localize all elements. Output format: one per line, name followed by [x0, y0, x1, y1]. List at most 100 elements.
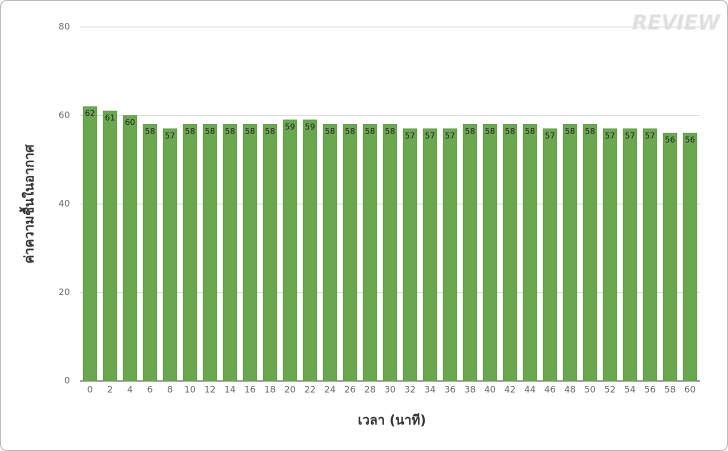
data-label: 58	[225, 127, 235, 136]
data-label: 58	[465, 127, 475, 136]
bar	[462, 124, 478, 382]
bar	[402, 128, 418, 382]
x-tick-label: 4	[127, 386, 133, 396]
data-label: 58	[145, 127, 155, 136]
bar	[642, 128, 658, 382]
bar	[502, 124, 518, 382]
watermark: REVIEW	[632, 11, 721, 35]
data-label: 57	[545, 131, 555, 140]
data-label: 58	[525, 127, 535, 136]
x-tick-label: 40	[484, 386, 496, 396]
bar	[622, 128, 638, 382]
x-tick-label: 50	[584, 386, 596, 396]
x-tick-label: 42	[504, 386, 515, 396]
y-tick-label: 60	[59, 111, 71, 121]
data-label: 57	[165, 131, 175, 140]
x-tick-label: 16	[244, 386, 256, 396]
x-tick-label: 56	[644, 386, 656, 396]
bar	[322, 124, 338, 382]
x-tick-label: 0	[87, 386, 93, 396]
x-tick-label: 46	[544, 386, 556, 396]
x-tick-label: 30	[384, 386, 396, 396]
data-label: 58	[365, 127, 375, 136]
bar	[522, 124, 538, 382]
x-tick-label: 32	[404, 386, 415, 396]
x-tick-label: 60	[684, 386, 696, 396]
data-label: 57	[405, 131, 415, 140]
bar	[82, 106, 98, 382]
data-label: 58	[265, 127, 275, 136]
data-label: 60	[125, 118, 135, 127]
x-tick-label: 20	[284, 386, 296, 396]
data-label: 58	[245, 127, 255, 136]
bar	[382, 124, 398, 382]
data-label: 62	[85, 109, 95, 118]
data-label: 58	[385, 127, 395, 136]
y-tick-label: 80	[59, 23, 71, 33]
data-label: 56	[665, 136, 675, 145]
y-tick-label: 0	[64, 377, 70, 387]
x-tick-label: 34	[424, 386, 436, 396]
data-label: 58	[345, 127, 355, 136]
bar	[162, 128, 178, 382]
x-tick-label: 44	[524, 386, 536, 396]
data-label: 57	[625, 131, 635, 140]
x-tick-label: 54	[624, 386, 636, 396]
bar	[582, 124, 598, 382]
bar	[602, 128, 618, 382]
x-tick-label: 12	[204, 386, 215, 396]
bar	[682, 132, 698, 382]
bar	[662, 132, 678, 382]
data-label: 57	[605, 131, 615, 140]
x-tick-label: 38	[464, 386, 476, 396]
x-axis-title: เวลา (นาที)	[358, 413, 426, 429]
x-tick-label: 48	[564, 386, 576, 396]
data-label: 58	[325, 127, 335, 136]
x-tick-label: 6	[147, 386, 153, 396]
bar	[362, 124, 378, 382]
bar	[262, 124, 278, 382]
data-label: 58	[565, 127, 575, 136]
data-label: 59	[285, 122, 295, 131]
x-tick-label: 10	[184, 386, 196, 396]
bar	[482, 124, 498, 382]
x-tick-label: 14	[224, 386, 236, 396]
data-label: 58	[485, 127, 495, 136]
data-label: 57	[425, 131, 435, 140]
x-tick-label: 2	[107, 386, 113, 396]
data-label: 57	[645, 131, 655, 140]
bar	[242, 124, 258, 382]
y-tick-label: 20	[59, 288, 71, 298]
bar	[142, 124, 158, 382]
bar	[202, 124, 218, 382]
y-tick-label: 40	[59, 200, 71, 210]
x-tick-label: 22	[304, 386, 315, 396]
data-label: 59	[305, 122, 315, 131]
y-axis-title: ค่าความชื้นในอากาศ	[19, 144, 38, 264]
x-tick-label: 58	[664, 386, 676, 396]
bar	[222, 124, 238, 382]
x-tick-label: 28	[364, 386, 376, 396]
data-label: 58	[185, 127, 195, 136]
x-tick-label: 36	[444, 386, 456, 396]
data-label: 58	[505, 127, 515, 136]
bar	[102, 110, 118, 382]
data-label: 57	[445, 131, 455, 140]
bar	[542, 128, 558, 382]
x-tick-label: 8	[167, 386, 173, 396]
bar	[342, 124, 358, 382]
x-tick-label: 52	[604, 386, 615, 396]
bar	[302, 119, 318, 382]
bar	[562, 124, 578, 382]
data-label: 56	[685, 136, 695, 145]
x-tick-label: 24	[324, 386, 336, 396]
x-tick-label: 26	[344, 386, 356, 396]
data-label: 58	[585, 127, 595, 136]
bar	[122, 115, 138, 382]
bar	[442, 128, 458, 382]
x-tick-label: 18	[264, 386, 276, 396]
data-label: 58	[205, 127, 215, 136]
bar	[182, 124, 198, 382]
bar	[422, 128, 438, 382]
